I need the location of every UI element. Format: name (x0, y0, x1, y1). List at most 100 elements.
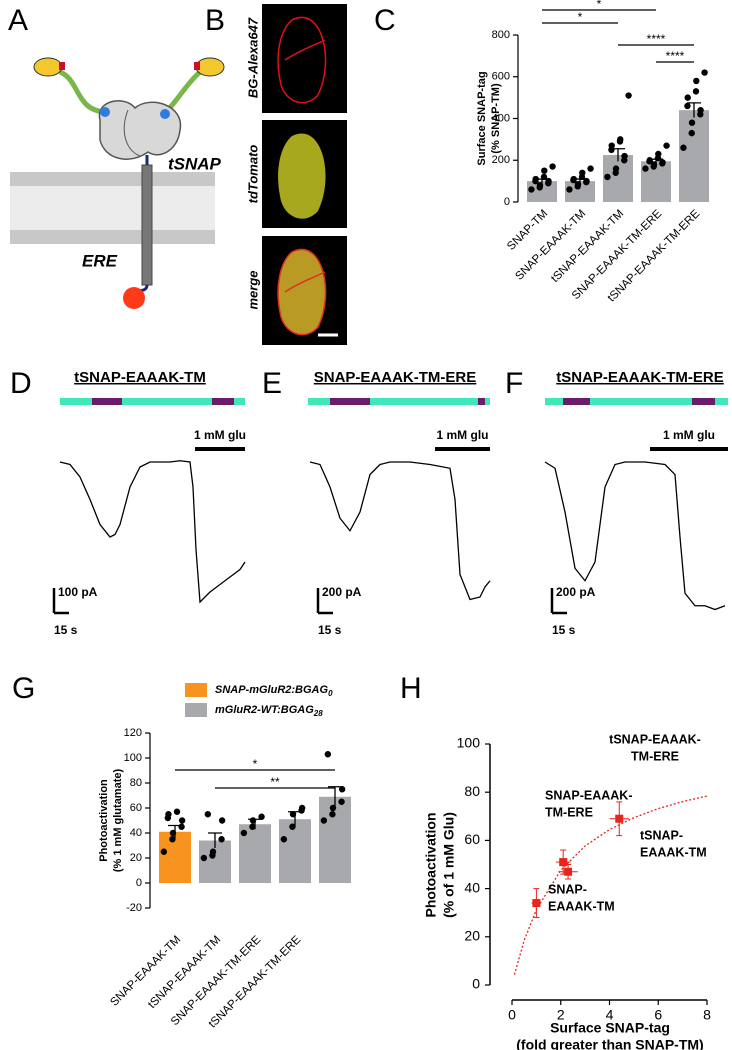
receptor-diagram: tSNAP ERE (10, 57, 225, 309)
point-label: SNAP- (548, 882, 587, 896)
scale-label: 15 s (54, 623, 78, 637)
point-label: tSNAP-EAAAK- (609, 732, 701, 746)
data-point (564, 867, 573, 876)
point-label: tSNAP- (640, 828, 683, 842)
data-point (684, 94, 691, 101)
data-point (178, 817, 186, 824)
membrane-outer (10, 172, 215, 186)
construct-segment (212, 398, 234, 405)
panel-label: G (12, 672, 35, 705)
significance-label: **** (666, 49, 685, 63)
data-point (621, 152, 628, 160)
panel-label: F (505, 367, 523, 400)
data-point (659, 159, 666, 166)
data-point (165, 811, 172, 818)
data-point (298, 804, 306, 812)
anchor (100, 107, 110, 117)
panel-label: D (10, 367, 32, 400)
error-bar (573, 178, 587, 184)
x-tick-label: SNAP-EAAAK-TM (513, 208, 588, 283)
x-tick-label: tSNAP-EAAAK-TM (146, 934, 223, 1011)
error-bar (535, 178, 549, 184)
significance-label: * (578, 10, 583, 24)
y-tick-label: 200 (492, 154, 510, 166)
scale-label: 100 pA (58, 585, 98, 599)
micrographs: BG-Alexa647 tdTomato merge (245, 4, 347, 345)
error-bar (288, 811, 302, 827)
point-label: TM-ERE (631, 749, 679, 763)
y-tick-label: 20 (130, 852, 142, 864)
x-tick-label: 0 (508, 1007, 516, 1023)
data-point (579, 169, 586, 176)
data-point (663, 142, 670, 149)
data-point (615, 814, 624, 823)
error-bar (248, 818, 262, 830)
data-point (204, 811, 212, 818)
point-label: SNAP-EAAAK- (545, 788, 633, 802)
point-label: EAAAK-TM (640, 845, 707, 859)
y-tick-label: 600 (492, 71, 510, 83)
error-bar (168, 824, 182, 838)
y-axis-label: Photoactivation (423, 812, 439, 917)
y-axis-label: Surface SNAP-tag (476, 71, 488, 165)
bar (279, 819, 311, 883)
data-point (655, 150, 662, 158)
data-point (338, 786, 346, 793)
y-axis-label: Photoactivation (98, 779, 110, 862)
y-axis-label: (% SNAP-TM) (490, 83, 502, 154)
stimulus-label: 1 mM glu (663, 428, 715, 442)
diagram-label: ERE (82, 251, 118, 270)
data-point (218, 836, 225, 843)
panel-label: A (8, 4, 28, 37)
data-point (693, 77, 700, 85)
data-point (160, 848, 168, 855)
x-axis-label: (fold greater than SNAP-TM) (516, 1037, 703, 1050)
cell-cytosol (278, 133, 326, 219)
legend-name: SNAP-mGluR2:BGAG (215, 684, 329, 696)
legend-subscript: 28 (313, 709, 323, 718)
significance-label: **** (647, 32, 666, 46)
ere-motif (123, 287, 145, 309)
snap-dimer (98, 100, 182, 160)
y-axis-label: (% 1 mM glutamate) (112, 769, 124, 873)
current-trace (544, 461, 726, 611)
scale-label: 200 pA (322, 585, 362, 599)
construct-bar (308, 398, 490, 405)
data-point (280, 836, 288, 843)
bar (527, 181, 557, 202)
fit-curve (513, 795, 708, 975)
y-tick-label: 60 (464, 831, 480, 847)
y-tick-label: 80 (130, 777, 142, 789)
construct-segment (330, 398, 370, 405)
trace-title: SNAP-EAAAK-TM-ERE (314, 369, 477, 386)
panel-label: B (205, 4, 225, 37)
y-tick-label: 800 (492, 29, 510, 41)
x-tick-label: tSNAP-EAAAK-TM (549, 208, 626, 285)
y-tick-label: 0 (504, 196, 510, 208)
significance-label: * (253, 757, 258, 771)
point-label: EAAAK-TM (548, 899, 615, 913)
diagram-label: tSNAP (168, 154, 222, 173)
membrane-inner (10, 230, 215, 244)
data-point (209, 848, 217, 855)
data-point (587, 165, 594, 172)
error-bar (611, 148, 625, 162)
data-point (646, 157, 653, 164)
data-point (258, 813, 265, 820)
image (262, 4, 347, 113)
data-point (532, 899, 541, 908)
data-point (688, 119, 696, 126)
bar (565, 181, 595, 202)
data-point (604, 173, 611, 181)
legend-swatch (185, 683, 207, 697)
data-point (173, 808, 181, 815)
data-point (549, 163, 556, 170)
x-tick-label: 4 (606, 1007, 614, 1023)
y-tick-label: 40 (464, 879, 480, 895)
data-point (338, 798, 345, 805)
construct-segment (92, 398, 122, 405)
construct-bar (60, 398, 245, 405)
linker (58, 69, 106, 115)
current-trace (309, 461, 491, 601)
data-point (528, 186, 535, 193)
